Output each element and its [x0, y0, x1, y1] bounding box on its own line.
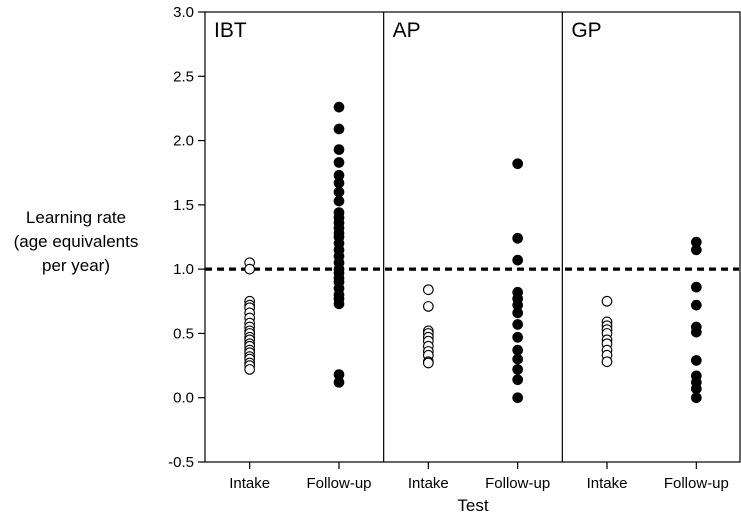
series-intake [244, 257, 256, 375]
panels: IBT AP GP [214, 19, 702, 404]
series-follow-up [333, 101, 345, 388]
filled-point [690, 355, 702, 366]
y-tick-label: 1.5 [173, 197, 194, 214]
filled-point [512, 232, 524, 244]
y-axis-title: Learning rate (age equivalents per year) [14, 208, 139, 275]
y-tick-label: -0.5 [168, 454, 194, 471]
x-axis-title: Test [457, 496, 488, 515]
filled-point [333, 101, 345, 113]
open-point [422, 284, 434, 296]
y-axis-title-line-2: (age equivalents [14, 232, 139, 251]
filled-point [512, 374, 524, 386]
open-point [422, 357, 434, 369]
y-axis-title-line-3: per year) [42, 256, 110, 275]
x-tick-label: Follow-up [664, 475, 729, 492]
y-tick-label: 0.0 [173, 390, 194, 407]
filled-point [333, 157, 345, 168]
filled-point [690, 281, 702, 293]
y-tick-label: 2.5 [173, 68, 194, 85]
filled-point [333, 186, 345, 198]
plot-border [204, 11, 741, 463]
filled-point [690, 392, 702, 404]
x-tick-label: Intake [587, 475, 628, 492]
filled-point [512, 344, 524, 356]
panel-label: GP [571, 19, 601, 42]
y-axis-title-line-1: Learning rate [26, 208, 126, 227]
filled-point [333, 144, 345, 155]
panel-ibt: IBT [214, 19, 345, 388]
filled-point [512, 319, 524, 330]
y-tick-label: 2.0 [173, 133, 194, 150]
y-axis: -0.5 0.0 0.5 1.0 1.5 2.0 2.5 3.0 [168, 4, 205, 471]
y-tick-label: 3.0 [173, 4, 194, 21]
open-point [601, 295, 613, 307]
series-intake [601, 295, 613, 368]
filled-point [690, 299, 702, 311]
filled-point [333, 195, 345, 207]
filled-point [512, 307, 524, 319]
filled-point [333, 376, 345, 388]
panel-gp: GP [571, 19, 702, 404]
panel-label: IBT [214, 19, 247, 42]
series-follow-up [512, 158, 524, 404]
series-follow-up [690, 236, 702, 404]
open-point [422, 301, 434, 312]
open-point [601, 356, 613, 368]
open-point [244, 364, 256, 375]
filled-point [333, 177, 345, 189]
filled-point [333, 298, 345, 310]
panel-ap: AP [393, 19, 524, 404]
x-tick-label: Intake [229, 475, 270, 492]
filled-point [690, 244, 702, 256]
open-point [244, 263, 256, 275]
filled-point [690, 383, 702, 395]
filled-point [512, 158, 524, 170]
plot-frame [204, 11, 741, 463]
panel-label: AP [393, 19, 421, 42]
filled-point [512, 353, 524, 365]
x-tick-label: Intake [408, 475, 449, 492]
filled-point [690, 326, 702, 338]
filled-point [512, 364, 524, 375]
filled-point [512, 331, 524, 343]
x-axis: Intake Follow-up Intake Follow-up Intake Foll… [229, 462, 729, 492]
filled-point [333, 123, 345, 135]
x-tick-label: Follow-up [485, 475, 550, 492]
filled-point [512, 254, 524, 266]
x-tick-label: Follow-up [306, 475, 371, 492]
y-tick-label: 0.5 [173, 325, 194, 342]
filled-point [512, 392, 524, 404]
series-intake [422, 284, 434, 369]
y-tick-label: 1.0 [173, 261, 194, 278]
